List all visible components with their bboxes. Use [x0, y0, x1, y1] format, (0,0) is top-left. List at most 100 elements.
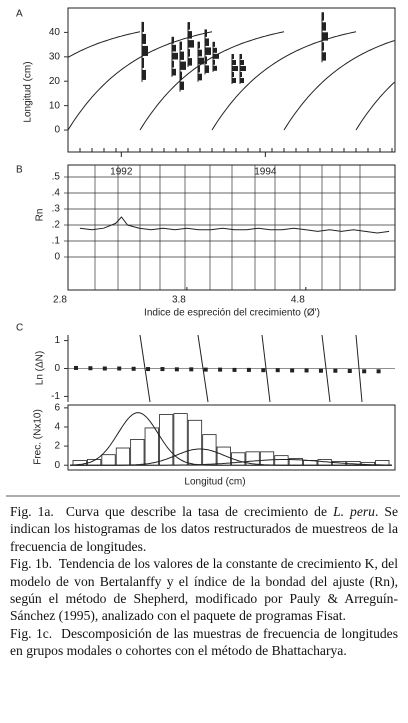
- point: [362, 369, 367, 374]
- sample-bar: [205, 47, 211, 55]
- sample-bar: [188, 58, 192, 66]
- plot-frame: [67, 404, 396, 471]
- sample-bar: [232, 72, 234, 78]
- sample-bar: [322, 32, 328, 41]
- point: [117, 366, 122, 371]
- caption-1: Fig. 1a. Curva que describe la tasa de c…: [10, 503, 398, 555]
- y-tick-label: 40: [49, 27, 61, 38]
- sample-bar: [180, 71, 182, 80]
- caption-label: Fig. 1c.: [10, 625, 53, 641]
- bar: [274, 455, 289, 466]
- y-tick-label: 1: [54, 335, 60, 346]
- y-tick-label: 30: [49, 51, 61, 62]
- bar: [115, 447, 131, 466]
- caption-text: Tendencia de los valores de la constante…: [10, 556, 398, 624]
- caption-text: . Se indican los histogramas de los dato…: [10, 504, 399, 554]
- growth-curve: [355, 81, 395, 131]
- sample-bar: [142, 21, 144, 32]
- sample-bar: [240, 66, 246, 72]
- growth-curve: [139, 31, 285, 131]
- sample-bar: [142, 33, 146, 44]
- sample-bar: [205, 38, 209, 46]
- point: [131, 366, 136, 371]
- y-tick-label: 6: [54, 403, 60, 414]
- point: [275, 368, 280, 373]
- point: [203, 367, 208, 372]
- sample-bar: [205, 29, 207, 37]
- point: [174, 367, 179, 372]
- point: [246, 367, 251, 372]
- point: [347, 369, 352, 374]
- cohort-line: [261, 334, 271, 403]
- sample-bar: [172, 52, 178, 60]
- x-axis-label: Indice de espreción del crecimiento (Ø'): [144, 308, 320, 319]
- sample-bar: [188, 49, 190, 57]
- y-tick-label: .5: [52, 172, 61, 183]
- y-tick-label: 0: [54, 363, 60, 374]
- y-tick-label: .4: [52, 188, 61, 199]
- caption-text: Curva que describe la tasa de crecimient…: [65, 504, 328, 519]
- sample-bar: [322, 52, 326, 61]
- y-axis-label: Frec. (Nx10): [33, 409, 44, 465]
- point: [218, 367, 223, 372]
- point: [333, 368, 338, 373]
- sample-bar: [172, 44, 176, 52]
- point: [88, 366, 93, 371]
- x-tick-label: 1992: [110, 167, 133, 178]
- x-tick-label: 4.8: [291, 295, 305, 306]
- cohort-line: [355, 334, 363, 403]
- sample-bar: [240, 54, 242, 60]
- point: [261, 368, 266, 373]
- growth-curve: [211, 31, 357, 131]
- cohort-line: [139, 334, 151, 403]
- y-tick-label: 0: [54, 125, 60, 136]
- point: [304, 368, 309, 373]
- x-axis-label: Longitud (cm): [184, 477, 245, 488]
- growth-curve: [283, 40, 395, 131]
- sample-bar: [240, 78, 244, 84]
- sample-bar: [240, 60, 244, 66]
- point: [290, 368, 295, 373]
- sample-bar: [142, 69, 146, 80]
- caption-label: Fig. 1b.: [10, 556, 53, 572]
- growth-curve: [67, 31, 141, 58]
- sample-bar: [188, 22, 190, 30]
- bar: [144, 427, 159, 466]
- y-tick-label: .2: [52, 220, 61, 231]
- y-tick-label: 2: [54, 441, 60, 452]
- bar: [101, 454, 116, 466]
- y-tick-label: 20: [49, 76, 61, 87]
- plot-frame: [67, 164, 396, 291]
- x-tick-label: 2.8: [53, 295, 67, 306]
- point: [376, 369, 381, 374]
- point: [74, 365, 78, 370]
- cohort-curve: [70, 459, 393, 466]
- y-tick-label: 0: [54, 460, 60, 471]
- caption-2: Fig. 1b. Tendencia de los valores de la …: [10, 555, 398, 625]
- y-tick-label: 10: [49, 100, 61, 111]
- caption: Fig. 1a. Curva que describe la tasa de c…: [10, 503, 398, 660]
- panel-label: B: [16, 165, 23, 176]
- y-tick-label: 4: [54, 422, 60, 433]
- sample-bar: [180, 61, 186, 70]
- point: [318, 368, 323, 373]
- sample-bar: [213, 59, 215, 65]
- sample-bar: [322, 42, 324, 51]
- sample-bar: [198, 41, 200, 49]
- point: [189, 367, 194, 372]
- sample-bar: [213, 41, 215, 47]
- sample-bar: [232, 66, 238, 72]
- x-tick-label: 3.8: [172, 295, 186, 306]
- caption-3: Fig. 1c. Descomposición de las muestras …: [10, 625, 398, 660]
- sample-bar: [232, 78, 236, 84]
- point: [102, 366, 107, 371]
- bar: [187, 419, 203, 466]
- sample-bar: [172, 36, 174, 44]
- panel-label: C: [16, 323, 23, 334]
- panel-label: A: [16, 9, 23, 20]
- sample-bar: [180, 51, 184, 60]
- sample-bar: [180, 81, 184, 90]
- bar: [216, 446, 231, 466]
